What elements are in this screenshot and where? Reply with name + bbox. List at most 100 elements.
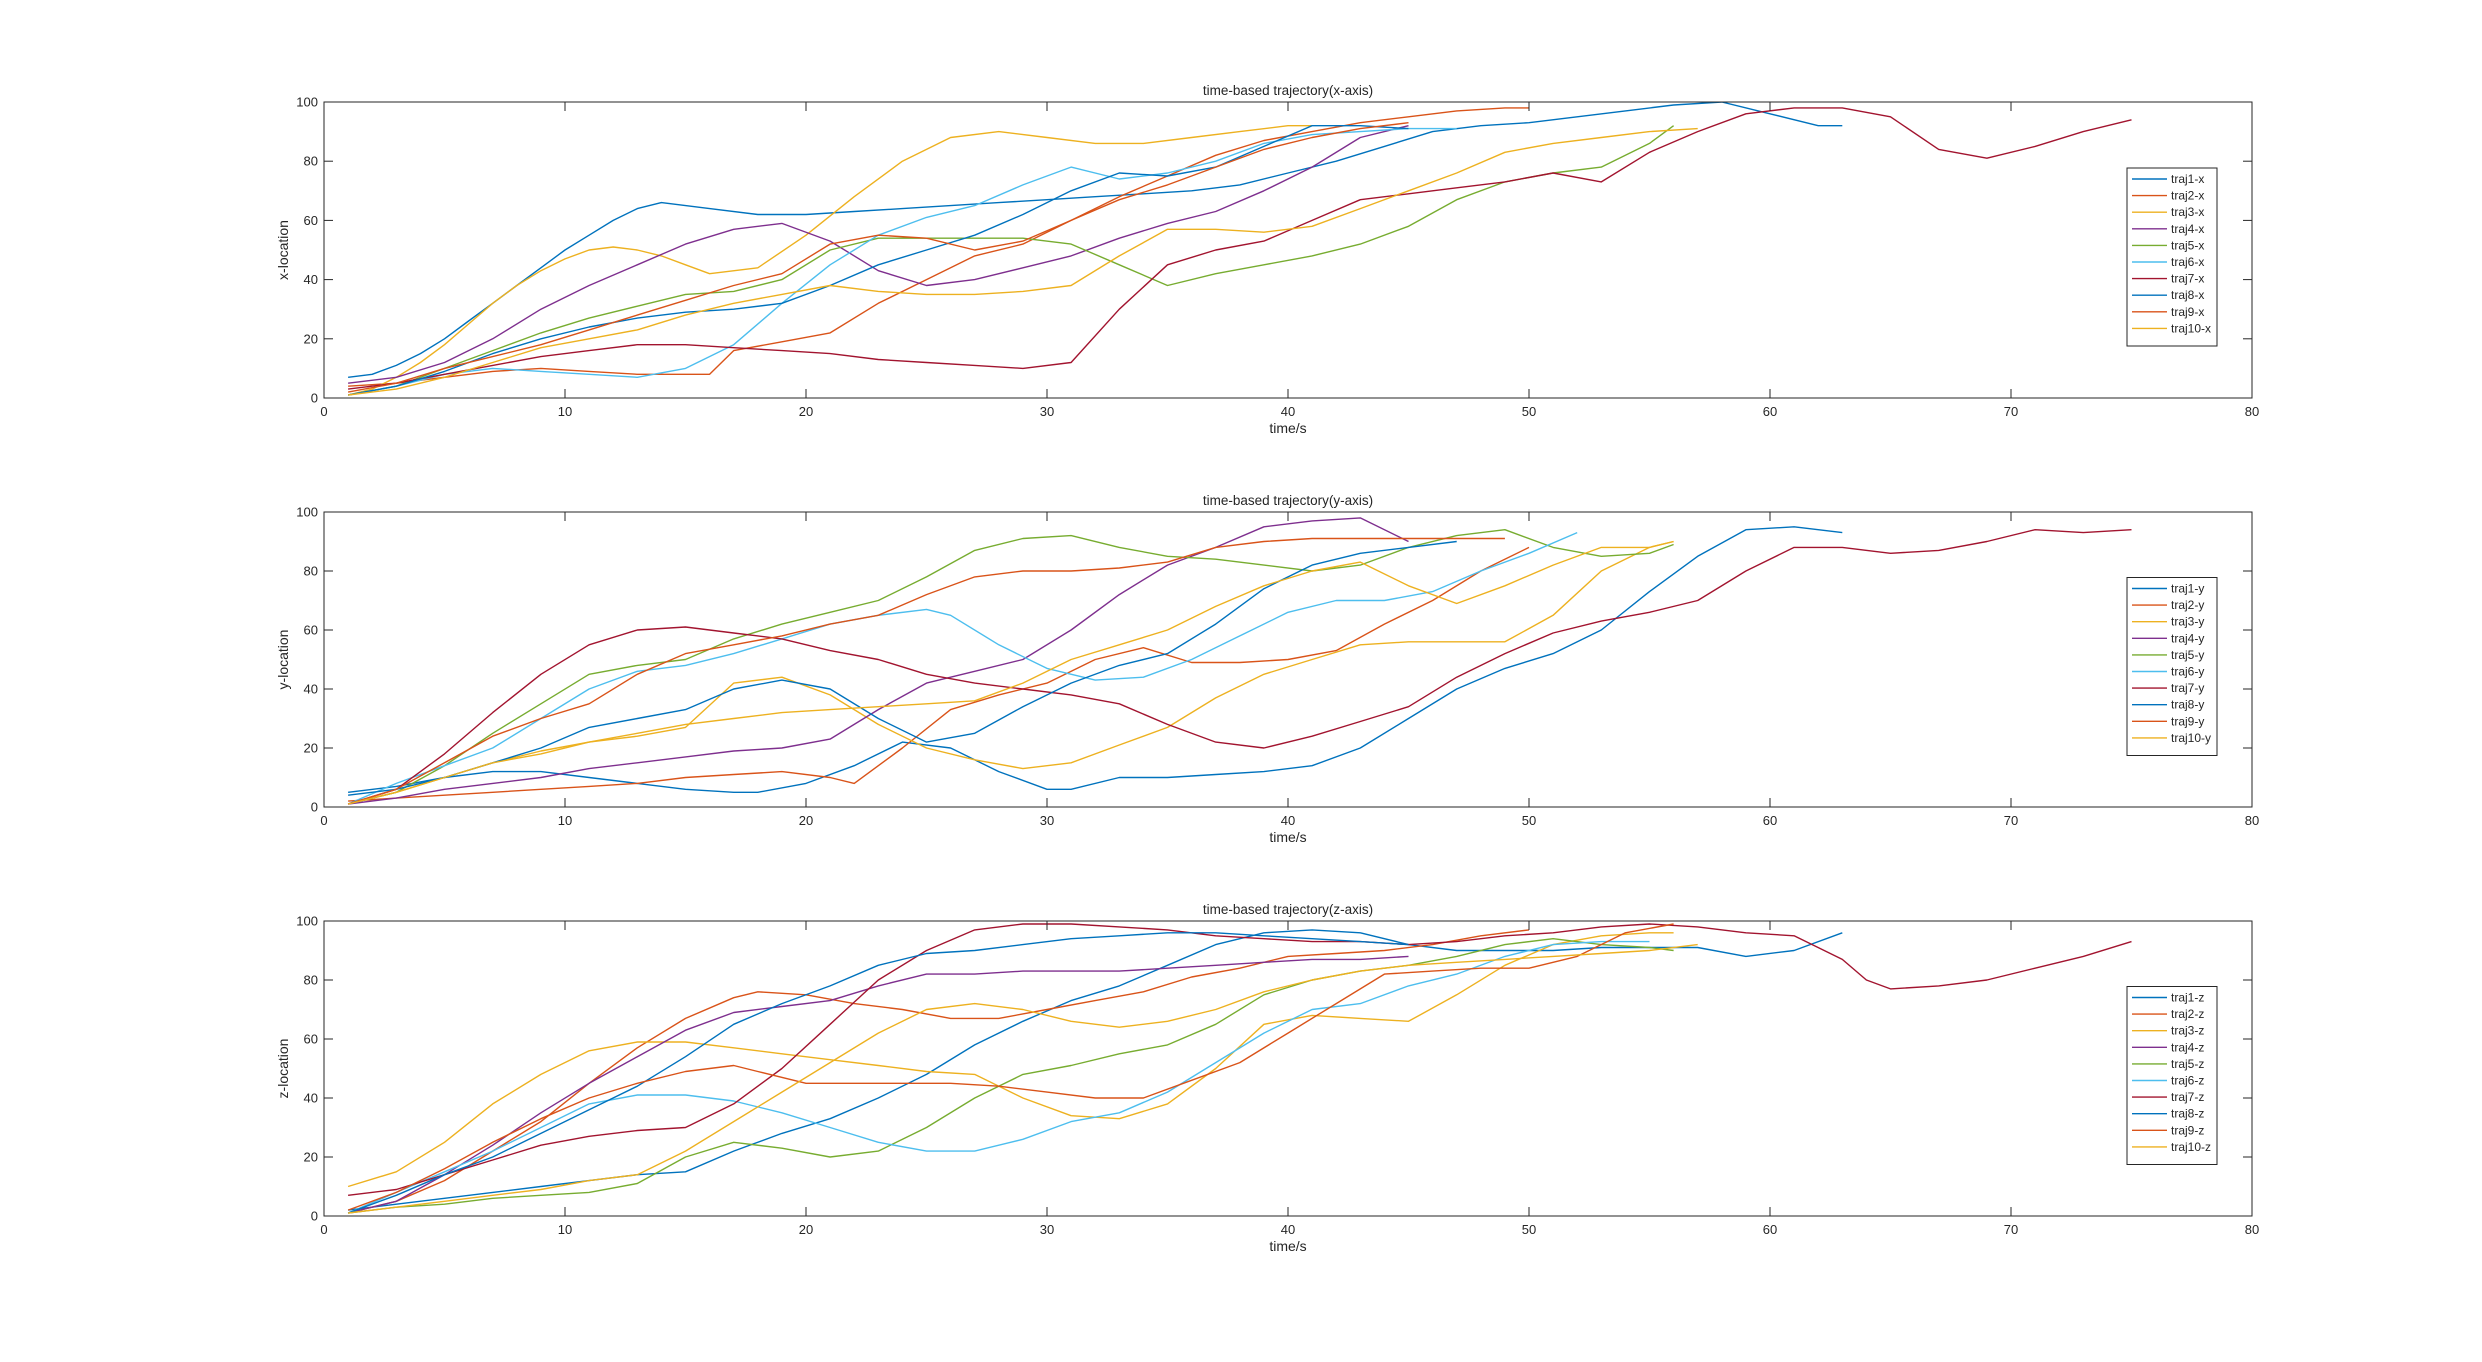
series-line-traj5-z: [348, 938, 1674, 1214]
series-line-traj6-x: [347, 127, 1457, 396]
x-tick-label: 70: [2004, 404, 2018, 419]
y-tick-label: 40: [304, 1091, 318, 1106]
y-axis-label: y-location: [275, 630, 291, 690]
subplot-2: 0 10 20 30 40 50 60 70 80 0 20 40 60 80 100 time-based …: [275, 493, 2259, 845]
chart-title: time-based trajectory(z-axis): [1203, 902, 1373, 917]
legend-label-traj10-x: traj10-x: [2171, 321, 2211, 335]
legend-label-traj9-y: traj9-y: [2171, 714, 2204, 728]
series-group: [347, 517, 2132, 805]
series-line-traj9-x: [347, 122, 1409, 393]
y-axis-label: z-location: [275, 1039, 291, 1099]
series-line-traj9-z: [347, 923, 1674, 1211]
y-tick-label: 20: [304, 741, 318, 756]
y-tick-label: 60: [304, 1032, 318, 1047]
legend-label-traj3-y: traj3-y: [2171, 615, 2204, 629]
y-tick-label: 20: [304, 1150, 318, 1165]
series-line-traj9-y: [347, 537, 1505, 805]
legend-label-traj2-z: traj2-z: [2171, 1007, 2204, 1021]
legend: traj1-x traj2-x traj3-x traj4-x traj5-x traj6…: [2126, 167, 2218, 347]
series-line-traj6-y: [347, 531, 1578, 805]
series-group: [347, 923, 2132, 1214]
chart-title: time-based trajectory(x-axis): [1203, 83, 1373, 98]
legend-label-traj9-x: traj9-x: [2171, 305, 2204, 319]
x-tick-label: 40: [1281, 404, 1295, 419]
legend-label-traj7-x: traj7-x: [2171, 272, 2204, 286]
legend-box: [2126, 167, 2218, 347]
y-tick-label: 80: [304, 154, 318, 169]
legend-label-traj5-z: traj5-z: [2171, 1057, 2204, 1071]
legend: traj1-z traj2-z traj3-z traj4-z traj5-z traj6…: [2126, 986, 2218, 1165]
x-tick-label: 50: [1522, 404, 1536, 419]
legend-box: [2126, 577, 2218, 756]
x-tick-label: 10: [558, 1222, 572, 1237]
legend-label-traj8-x: traj8-x: [2171, 288, 2204, 302]
legend-label-traj7-z: traj7-z: [2171, 1090, 2204, 1104]
x-tick-label: 50: [1522, 813, 1536, 828]
y-axis-label: x-location: [275, 220, 291, 280]
plot-area: [324, 102, 2252, 398]
x-tick-label: 50: [1522, 1222, 1536, 1237]
series-line-traj3-x: [347, 124, 1313, 396]
series-line-traj1-y: [348, 526, 1843, 793]
legend-label-traj6-y: traj6-y: [2171, 665, 2204, 679]
series-line-traj6-z: [347, 940, 1650, 1214]
x-tick-label: 60: [1763, 813, 1777, 828]
x-tick-label: 60: [1763, 404, 1777, 419]
chart-title: time-based trajectory(y-axis): [1203, 493, 1373, 508]
legend-label-traj3-z: traj3-z: [2171, 1024, 2204, 1038]
series-line-traj4-z: [347, 955, 1409, 1214]
y-tick-label: 100: [296, 914, 318, 929]
series-line-traj7-y: [347, 529, 2132, 805]
y-tick-label: 100: [296, 95, 318, 110]
x-tick-label: 60: [1763, 1222, 1777, 1237]
y-tick-label: 0: [311, 391, 318, 406]
y-tick-label: 0: [311, 1209, 318, 1224]
x-tick-label: 20: [799, 404, 813, 419]
y-tick-label: 100: [296, 505, 318, 520]
legend-label-traj3-x: traj3-x: [2171, 205, 2204, 219]
x-tick-label: 80: [2245, 1222, 2259, 1237]
x-tick-label: 30: [1040, 1222, 1054, 1237]
y-tick-label: 80: [304, 973, 318, 988]
plot-area: [324, 921, 2252, 1216]
legend-box: [2126, 986, 2218, 1165]
x-tick-label: 20: [799, 813, 813, 828]
legend-label-traj2-x: traj2-x: [2171, 189, 2204, 203]
legend-label-traj1-z: traj1-z: [2171, 991, 2204, 1005]
legend-label-traj2-y: traj2-y: [2171, 598, 2204, 612]
x-tick-label: 10: [558, 813, 572, 828]
legend-label-traj10-z: traj10-z: [2171, 1140, 2211, 1154]
x-tick-label: 0: [320, 1222, 327, 1237]
x-tick-label: 10: [558, 404, 572, 419]
y-tick-label: 60: [304, 623, 318, 638]
series-line-traj4-y: [348, 517, 1409, 805]
legend-label-traj8-y: traj8-y: [2171, 698, 2204, 712]
series-line-traj8-y: [348, 540, 1457, 796]
legend-label-traj9-z: traj9-z: [2171, 1123, 2204, 1137]
x-axis-label: time/s: [1269, 1238, 1306, 1254]
x-axis-label: time/s: [1269, 829, 1306, 845]
legend: traj1-y traj2-y traj3-y traj4-y traj5-y traj6…: [2126, 577, 2218, 756]
legend-label-traj1-x: traj1-x: [2171, 172, 2204, 186]
y-tick-label: 60: [304, 213, 318, 228]
legend-label-traj5-x: traj5-x: [2171, 238, 2204, 252]
series-line-traj7-z: [348, 923, 2132, 1196]
x-tick-label: 0: [320, 813, 327, 828]
legend-label-traj6-x: traj6-x: [2171, 255, 2204, 269]
y-tick-label: 40: [304, 682, 318, 697]
legend-label-traj6-z: traj6-z: [2171, 1074, 2204, 1088]
series-line-traj8-z: [347, 932, 1409, 1214]
x-tick-label: 70: [2004, 1222, 2018, 1237]
series-line-traj3-z: [347, 932, 1674, 1188]
series-line-traj3-y: [347, 540, 1674, 805]
series-line-traj4-x: [348, 125, 1409, 384]
x-tick-label: 80: [2245, 404, 2259, 419]
legend-label-traj4-x: traj4-x: [2171, 222, 2204, 236]
y-tick-label: 0: [311, 800, 318, 815]
x-tick-label: 80: [2245, 813, 2259, 828]
series-group: [347, 102, 2132, 396]
subplot-1: 0 10 20 30 40 50 60 70 80 0 20 40 60 80 100 time-based …: [275, 83, 2259, 436]
legend-label-traj4-z: traj4-z: [2171, 1040, 2204, 1054]
y-tick-label: 20: [304, 331, 318, 346]
legend-label-traj1-y: traj1-y: [2171, 582, 2204, 596]
